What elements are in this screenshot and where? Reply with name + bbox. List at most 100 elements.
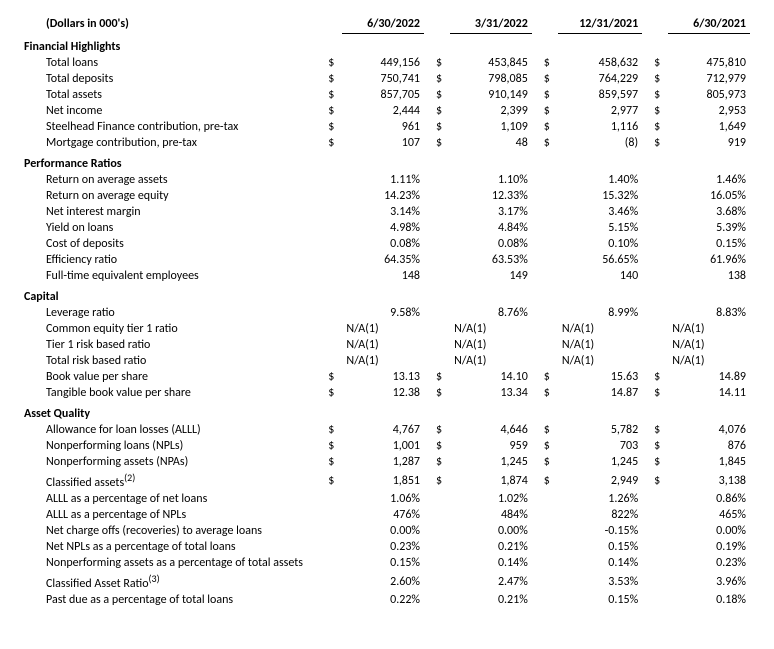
- currency-symbol: $: [424, 135, 450, 151]
- currency-symbol: $: [532, 135, 558, 151]
- row-value: 3.96%: [668, 571, 750, 592]
- currency-symbol: $: [316, 385, 342, 401]
- row-value: N/A(1): [342, 337, 424, 353]
- row-value: 764,229: [558, 71, 642, 87]
- row-label: Yield on loans: [24, 220, 316, 236]
- row-value: 910,149: [450, 87, 532, 103]
- row-value: 4.84%: [450, 220, 532, 236]
- row-value: 0.21%: [450, 539, 532, 555]
- section-title: Performance Ratios: [24, 151, 750, 172]
- currency-symbol: [642, 571, 668, 592]
- row-value: N/A(1): [668, 321, 750, 337]
- currency-symbol: [642, 305, 668, 321]
- row-value: 0.10%: [558, 236, 642, 252]
- currency-symbol: $: [316, 135, 342, 151]
- row-label: Return on average equity: [24, 188, 316, 204]
- row-value: 822%: [558, 507, 642, 523]
- currency-symbol: $: [532, 385, 558, 401]
- row-value: 859,597: [558, 87, 642, 103]
- currency-symbol: [316, 571, 342, 592]
- currency-symbol: [316, 353, 342, 369]
- row-label: Total deposits: [24, 71, 316, 87]
- row-value: 1,649: [668, 119, 750, 135]
- table-row: Cost of deposits0.08%0.08%0.10%0.15%: [24, 236, 750, 252]
- row-value: 0.08%: [450, 236, 532, 252]
- row-value: 1,245: [450, 454, 532, 470]
- row-label: Classified assets(2): [24, 470, 316, 491]
- row-label: Net interest margin: [24, 204, 316, 220]
- currency-symbol: [532, 571, 558, 592]
- currency-symbol: $: [424, 369, 450, 385]
- row-value: 0.14%: [558, 555, 642, 571]
- row-value: 64.35%: [342, 252, 424, 268]
- currency-symbol: $: [424, 55, 450, 71]
- currency-symbol: [316, 172, 342, 188]
- currency-symbol: $: [532, 470, 558, 491]
- currency-symbol: [424, 353, 450, 369]
- row-value: 1,001: [342, 438, 424, 454]
- row-value: 1,116: [558, 119, 642, 135]
- column-header: 6/30/2021: [668, 16, 750, 34]
- row-value: 465%: [668, 507, 750, 523]
- currency-symbol: [532, 220, 558, 236]
- row-value: 13.13: [342, 369, 424, 385]
- currency-symbol: [424, 220, 450, 236]
- currency-symbol: [642, 539, 668, 555]
- currency-symbol: $: [316, 454, 342, 470]
- row-value: 4,076: [668, 422, 750, 438]
- row-value: 1.06%: [342, 491, 424, 507]
- financial-table: (Dollars in 000's)6/30/20223/31/202212/3…: [24, 16, 750, 608]
- currency-symbol: [532, 523, 558, 539]
- row-value: 12.38: [342, 385, 424, 401]
- currency-symbol: $: [642, 135, 668, 151]
- currency-symbol: $: [316, 369, 342, 385]
- currency-symbol: [642, 555, 668, 571]
- row-value: 14.87: [558, 385, 642, 401]
- row-value: 0.15%: [668, 236, 750, 252]
- row-value: 1.02%: [450, 491, 532, 507]
- table-row: Net interest margin3.14%3.17%3.46%3.68%: [24, 204, 750, 220]
- row-value: 2,977: [558, 103, 642, 119]
- row-value: 5,782: [558, 422, 642, 438]
- table-row: Common equity tier 1 ratioN/A(1)N/A(1)N/…: [24, 321, 750, 337]
- currency-symbol: [532, 305, 558, 321]
- row-value: 3.68%: [668, 204, 750, 220]
- row-label: Allowance for loan losses (ALLL): [24, 422, 316, 438]
- row-value: 61.96%: [668, 252, 750, 268]
- row-value: 56.65%: [558, 252, 642, 268]
- table-subtitle: (Dollars in 000's): [24, 16, 316, 34]
- row-value: 149: [450, 268, 532, 284]
- row-value: 0.00%: [668, 523, 750, 539]
- currency-symbol: [532, 507, 558, 523]
- row-value: 8.99%: [558, 305, 642, 321]
- row-value: 458,632: [558, 55, 642, 71]
- currency-symbol: [642, 491, 668, 507]
- currency-symbol: [424, 337, 450, 353]
- row-value: 712,979: [668, 71, 750, 87]
- row-value: 959: [450, 438, 532, 454]
- currency-symbol: [532, 491, 558, 507]
- row-value: 16.05%: [668, 188, 750, 204]
- row-value: 475,810: [668, 55, 750, 71]
- currency-symbol: [424, 571, 450, 592]
- currency-symbol: [316, 220, 342, 236]
- currency-symbol: [424, 491, 450, 507]
- row-label: Total risk based ratio: [24, 353, 316, 369]
- currency-symbol: [316, 491, 342, 507]
- currency-symbol: $: [642, 87, 668, 103]
- row-label: Cost of deposits: [24, 236, 316, 252]
- row-value: 0.15%: [558, 592, 642, 608]
- table-row: Tangible book value per share$12.38$13.3…: [24, 385, 750, 401]
- row-value: 0.22%: [342, 592, 424, 608]
- table-row: Leverage ratio9.58%8.76%8.99%8.83%: [24, 305, 750, 321]
- row-value: 1.40%: [558, 172, 642, 188]
- currency-symbol: $: [424, 470, 450, 491]
- row-value: 14.23%: [342, 188, 424, 204]
- row-value: 876: [668, 438, 750, 454]
- currency-symbol: $: [642, 71, 668, 87]
- row-value: 5.39%: [668, 220, 750, 236]
- currency-symbol: [424, 321, 450, 337]
- row-value: 2,399: [450, 103, 532, 119]
- currency-symbol: $: [642, 454, 668, 470]
- row-label: Net income: [24, 103, 316, 119]
